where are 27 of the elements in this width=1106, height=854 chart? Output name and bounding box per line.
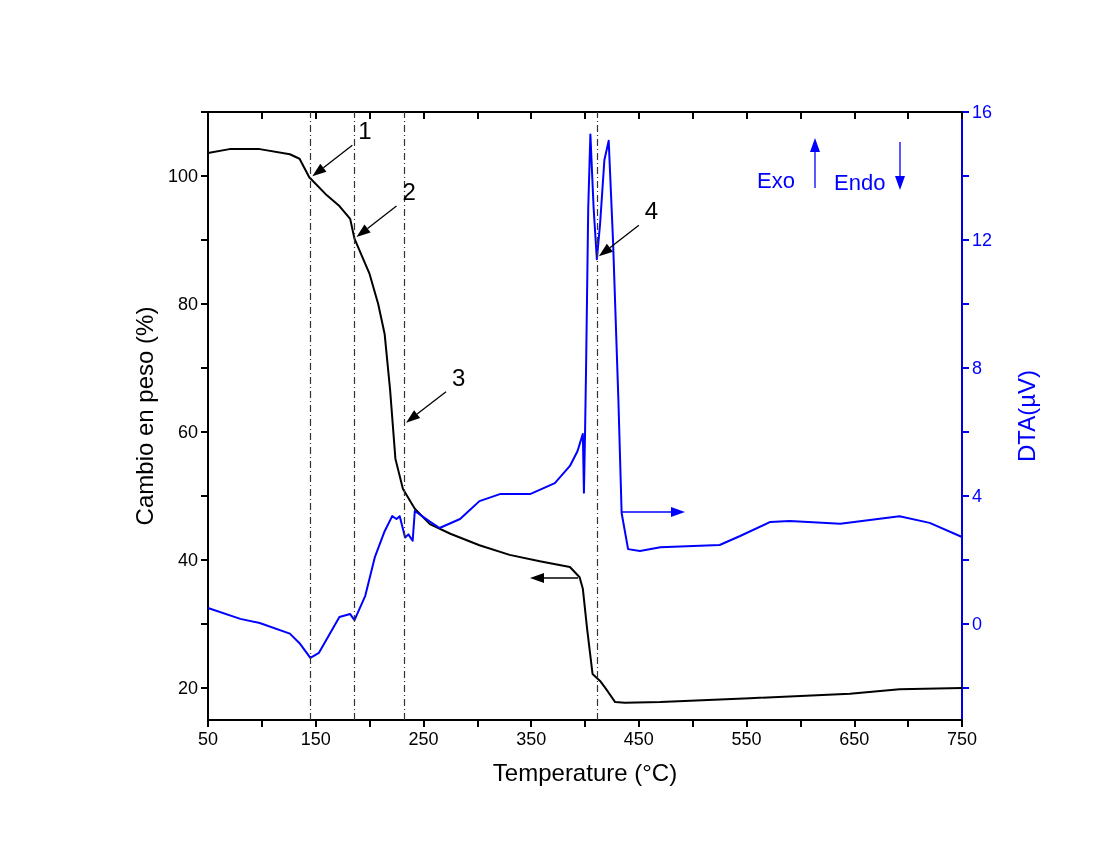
y2-tick-label: 0 <box>972 614 983 634</box>
x-tick-label: 650 <box>839 729 870 749</box>
y2-tick-label: 16 <box>972 102 993 122</box>
annotation: Exo <box>757 168 795 193</box>
x-tick-label: 150 <box>300 729 331 749</box>
x-tick-label: 450 <box>623 729 654 749</box>
annotation: 3 <box>452 363 466 391</box>
y-tick-label: 40 <box>177 550 198 570</box>
x-tick-label: 350 <box>516 729 547 749</box>
x-tick-label: 550 <box>731 729 762 749</box>
y-tick-label: 80 <box>177 294 198 314</box>
y-tick-label: 100 <box>167 166 198 186</box>
y-axis-title: Cambio en peso (%) <box>130 306 158 526</box>
y2-axis-title: DTA(µV) <box>1012 369 1040 463</box>
annotation: Endo <box>834 170 886 195</box>
y-tick-label: 20 <box>177 678 198 698</box>
annotation: 1 <box>358 117 372 145</box>
y-tick-label: 60 <box>177 422 198 442</box>
x-tick-label: 50 <box>197 729 219 749</box>
x-tick-label: 250 <box>408 729 439 749</box>
x-tick-label: 750 <box>946 729 978 749</box>
annotation: 2 <box>402 178 416 206</box>
x-axis-title: Temperature (°C) <box>492 758 678 786</box>
y2-tick-label: 12 <box>972 230 993 250</box>
y2-tick-label: 8 <box>972 358 983 378</box>
annotation: 4 <box>644 197 659 225</box>
y2-tick-label: 4 <box>972 486 983 506</box>
